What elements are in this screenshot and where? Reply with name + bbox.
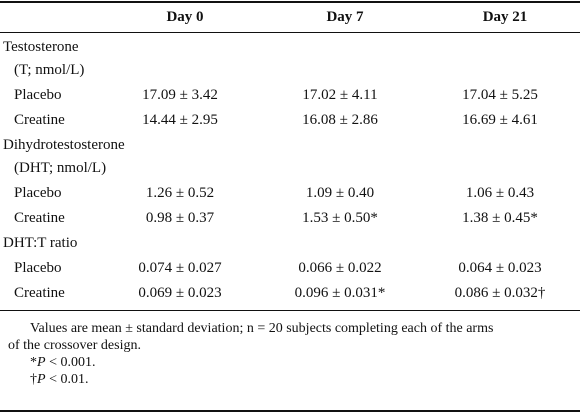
footnote: †P < 0.01. bbox=[30, 371, 88, 389]
row-label: Creatine bbox=[14, 285, 65, 301]
section-title: Testosterone bbox=[3, 39, 79, 55]
cell: 0.064 ± 0.023 bbox=[458, 260, 542, 276]
row-label: Creatine bbox=[14, 210, 65, 226]
column-header: Day 7 bbox=[326, 9, 364, 25]
section-title: (T; nmol/L) bbox=[14, 62, 85, 78]
footnote-var: P bbox=[37, 372, 46, 387]
cell: 0.069 ± 0.023 bbox=[138, 285, 222, 301]
section-title: (DHT; nmol/L) bbox=[14, 160, 107, 176]
cell: 0.074 ± 0.027 bbox=[138, 260, 222, 276]
cell: 1.06 ± 0.43 bbox=[465, 185, 535, 201]
row-label: Creatine bbox=[14, 112, 65, 128]
row-label: Placebo bbox=[14, 87, 62, 103]
footnote: *P < 0.001. bbox=[30, 354, 95, 372]
footnote-var: P bbox=[37, 355, 46, 370]
cell: 1.53 ± 0.50* bbox=[302, 210, 378, 226]
cell: 17.09 ± 3.42 bbox=[142, 87, 218, 103]
cell: 1.09 ± 0.40 bbox=[305, 185, 375, 201]
cell: 0.086 ± 0.032† bbox=[454, 285, 546, 301]
cell: 16.08 ± 2.86 bbox=[302, 112, 378, 128]
cell: 17.02 ± 4.11 bbox=[302, 87, 378, 103]
row-label: Placebo bbox=[14, 185, 62, 201]
footnote-text: < 0.001. bbox=[45, 355, 96, 370]
cell: 0.98 ± 0.37 bbox=[145, 210, 215, 226]
header-rule bbox=[0, 32, 580, 33]
footnote-text: of the crossover design. bbox=[8, 338, 141, 353]
cell: 0.096 ± 0.031* bbox=[294, 285, 386, 301]
footnote-text: < 0.01. bbox=[45, 372, 89, 387]
column-header: Day 0 bbox=[166, 9, 204, 25]
cell: 17.04 ± 5.25 bbox=[462, 87, 538, 103]
footnote-symbol: † bbox=[30, 372, 37, 387]
row-label: Placebo bbox=[14, 260, 62, 276]
cell: 1.26 ± 0.52 bbox=[145, 185, 215, 201]
section-title: Dihydrotestosterone bbox=[3, 137, 125, 153]
column-header: Day 21 bbox=[482, 9, 528, 25]
bottom-rule bbox=[0, 410, 580, 412]
cell: 14.44 ± 2.95 bbox=[142, 112, 218, 128]
table-end-rule bbox=[0, 310, 580, 311]
top-rule bbox=[0, 1, 580, 3]
cell: 16.69 ± 4.61 bbox=[462, 112, 538, 128]
footnote-symbol: * bbox=[30, 355, 37, 370]
cell: 0.066 ± 0.022 bbox=[298, 260, 382, 276]
section-title: DHT:T ratio bbox=[3, 235, 78, 251]
footnote-text: Values are mean ± standard deviation; n … bbox=[30, 321, 494, 336]
cell: 1.38 ± 0.45* bbox=[462, 210, 538, 226]
